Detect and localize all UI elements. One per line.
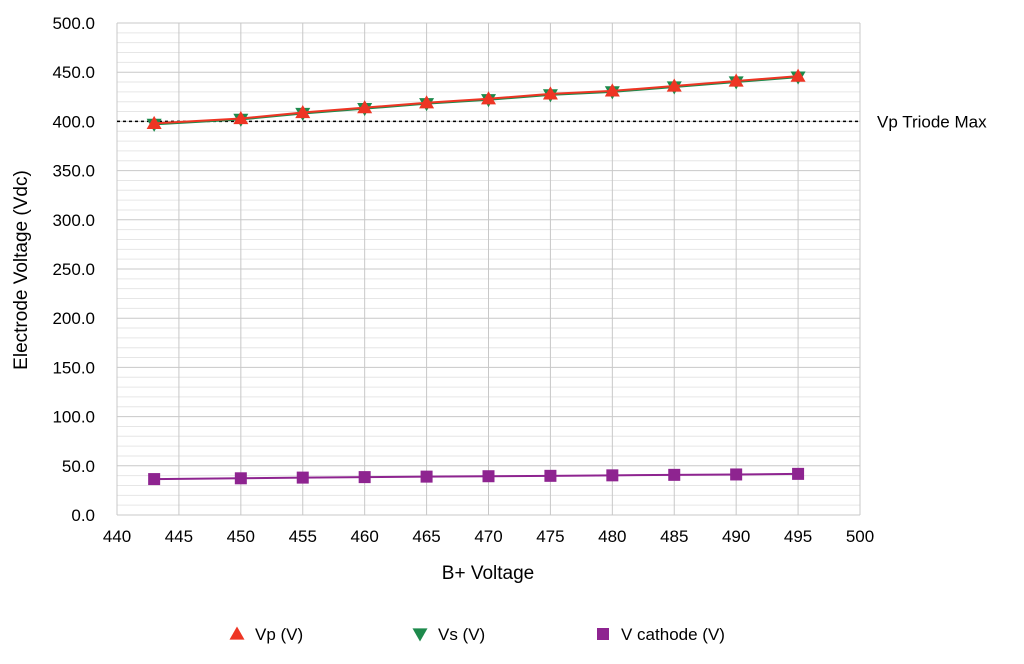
x-tick-label: 450 xyxy=(227,527,255,546)
data-point xyxy=(668,468,681,481)
x-tick-label: 500 xyxy=(846,527,874,546)
x-tick-label: 470 xyxy=(474,527,502,546)
data-point xyxy=(481,91,496,105)
data-point xyxy=(146,115,162,129)
legend-item: Vs (V) xyxy=(412,625,485,644)
data-point xyxy=(296,471,309,484)
y-tick-label: 400.0 xyxy=(52,112,95,131)
x-tick-label: 455 xyxy=(289,527,317,546)
x-tick-label: 475 xyxy=(536,527,564,546)
series-0 xyxy=(146,68,806,129)
x-tick-label: 460 xyxy=(350,527,378,546)
y-tick-label: 100.0 xyxy=(52,408,95,427)
data-point xyxy=(233,110,249,125)
x-tick-label: 490 xyxy=(722,527,750,546)
data-point xyxy=(544,469,557,482)
x-tick-label: 495 xyxy=(784,527,812,546)
data-point xyxy=(604,83,620,97)
series-line xyxy=(154,75,799,125)
data-point xyxy=(420,470,433,483)
data-point xyxy=(234,472,247,485)
y-tick-label: 350.0 xyxy=(52,162,95,181)
legend-item: V cathode (V) xyxy=(597,625,725,644)
series-group xyxy=(146,68,806,486)
y-tick-label: 0.0 xyxy=(71,506,95,525)
data-point xyxy=(295,105,311,119)
data-point xyxy=(357,100,373,114)
x-tick-label: 465 xyxy=(412,527,440,546)
data-point xyxy=(148,473,161,486)
y-tick-label: 500.0 xyxy=(52,14,95,33)
legend-item: Vp (V) xyxy=(229,625,303,644)
legend-marker xyxy=(412,628,428,642)
y-tick-label: 200.0 xyxy=(52,309,95,328)
legend-label: Vp (V) xyxy=(255,625,303,644)
x-tick-label: 485 xyxy=(660,527,688,546)
x-axis-ticks: 440 445 450 455 460 465 470 475 480 485 490 495 500 xyxy=(103,527,874,546)
y-tick-label: 450.0 xyxy=(52,63,95,82)
series-2 xyxy=(148,467,805,486)
legend: Vp (V) Vs (V) V cathode (V) xyxy=(229,625,725,644)
y-axis-ticks: 0.0 50.0 100.0 150.0 200.0 250.0 300.0 350.0 400… xyxy=(52,14,95,525)
data-point xyxy=(358,471,371,484)
data-point xyxy=(542,86,558,100)
reference-line-group: Vp Triode Max xyxy=(117,112,987,131)
x-tick-label: 480 xyxy=(598,527,626,546)
data-point xyxy=(666,78,682,92)
data-point xyxy=(482,470,495,483)
y-tick-label: 300.0 xyxy=(52,211,95,230)
data-point xyxy=(419,95,435,109)
legend-label: Vs (V) xyxy=(438,625,485,644)
reference-line-label: Vp Triode Max xyxy=(877,112,987,131)
x-tick-label: 445 xyxy=(165,527,193,546)
x-tick-label: 440 xyxy=(103,527,131,546)
legend-marker xyxy=(597,628,609,640)
data-point xyxy=(792,467,805,480)
legend-marker xyxy=(229,626,245,640)
y-tick-label: 150.0 xyxy=(52,358,95,377)
legend-label: V cathode (V) xyxy=(621,625,725,644)
data-point xyxy=(790,68,806,82)
data-point xyxy=(728,73,744,87)
data-point xyxy=(606,469,619,482)
x-axis-title: B+ Voltage xyxy=(442,563,534,584)
data-point xyxy=(730,468,743,481)
series-line xyxy=(154,472,799,481)
y-tick-label: 50.0 xyxy=(62,457,95,476)
y-axis-title: Electrode Voltage (Vdc) xyxy=(11,170,32,370)
y-tick-label: 250.0 xyxy=(52,260,95,279)
